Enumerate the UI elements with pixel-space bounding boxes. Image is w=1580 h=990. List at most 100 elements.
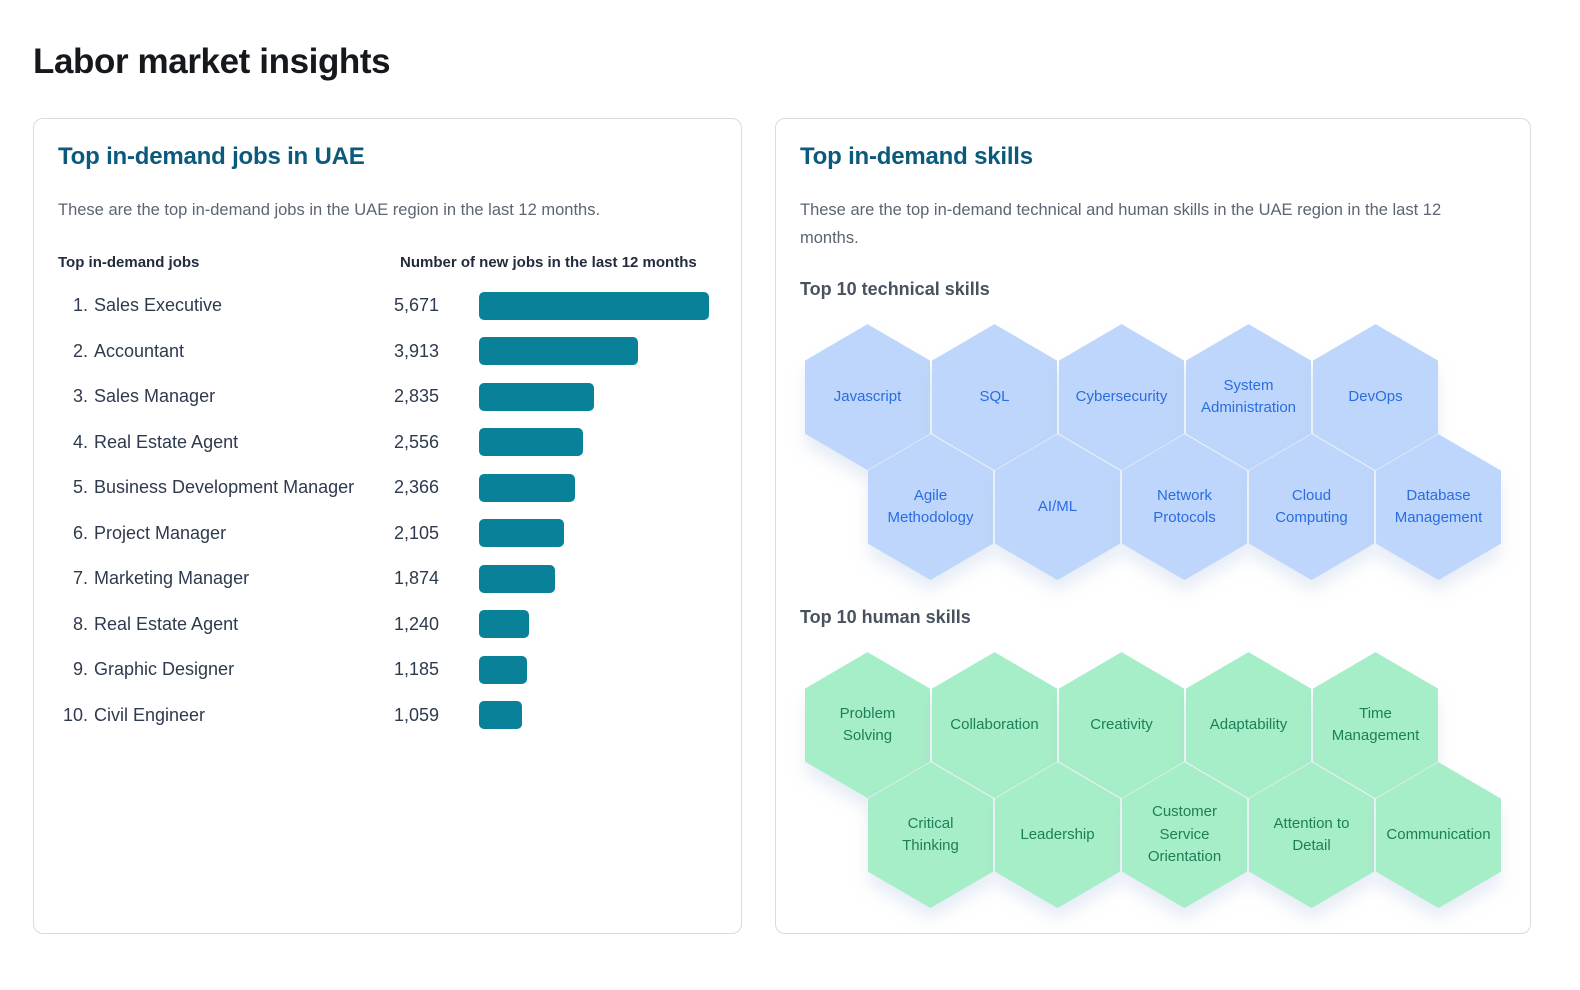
job-count: 2,105 (394, 522, 440, 543)
skill-hexagon: SQL (932, 324, 1057, 471)
cards-container: Top in-demand jobs in UAE These are the … (33, 118, 1547, 934)
jobs-list: 1. Sales Executive 5,671 2. Accountant 3… (58, 283, 717, 738)
human-skills-heading: Top 10 human skills (800, 607, 971, 628)
hexagon-shape: Leadership (995, 762, 1120, 909)
job-bar (479, 428, 583, 457)
job-row: 2. Accountant 3,913 (58, 329, 717, 375)
job-bar (479, 655, 527, 684)
skills-card: Top in-demand skills These are the top i… (775, 118, 1531, 934)
job-title: Sales Manager (94, 386, 216, 407)
hexagon-shape: Critical Thinking (868, 762, 993, 909)
hexagon-shape: Database Management (1376, 434, 1501, 581)
hexagon-shape: Communication (1376, 762, 1501, 909)
job-row: 4. Real Estate Agent 2,556 (58, 420, 717, 466)
skill-hexagon: Database Management (1376, 434, 1501, 581)
job-title: Real Estate Agent (94, 613, 239, 634)
skill-hexagon: Collaboration (932, 652, 1057, 799)
jobs-card-title: Top in-demand jobs in UAE (58, 143, 365, 170)
hexagon-shape: DevOps (1313, 324, 1438, 471)
job-bar (479, 610, 529, 639)
job-title: Sales Executive (94, 295, 223, 316)
skills-card-title: Top in-demand skills (800, 143, 1033, 170)
job-bar (479, 701, 522, 730)
job-count: 1,059 (394, 704, 440, 725)
job-bar (479, 473, 575, 502)
skill-hexagon: Javascript (805, 324, 930, 471)
hexagon-shape: Creativity (1059, 652, 1184, 799)
skill-hexagon: Adaptability (1186, 652, 1311, 799)
job-bar (479, 519, 564, 548)
job-rank: 1. (72, 295, 88, 316)
job-rank: 9. (72, 659, 88, 680)
jobs-card: Top in-demand jobs in UAE These are the … (33, 118, 742, 934)
page-title: Labor market insights (33, 42, 391, 81)
hexagon-shape: Agile Methodology (868, 434, 993, 581)
job-title: Business Development Manager (94, 477, 355, 498)
hex-row-top: Problem Solving Collaboration Creativity… (805, 652, 1506, 799)
skill-hexagon: Network Protocols (1122, 434, 1247, 581)
hex-row-top: Javascript SQL Cybersecurity System Admi… (805, 324, 1506, 471)
job-row: 1. Sales Executive 5,671 (58, 283, 717, 329)
hexagon-shape: Cybersecurity (1059, 324, 1184, 471)
jobs-table-header: Top in-demand jobs Number of new jobs in… (58, 254, 717, 271)
skill-hexagon: System Administration (1186, 324, 1311, 471)
skill-hexagon: Agile Methodology (868, 434, 993, 581)
job-count: 2,366 (394, 477, 440, 498)
skill-hexagon: Customer Service Orientation (1122, 762, 1247, 909)
job-bar (479, 291, 709, 320)
job-count: 3,913 (394, 340, 440, 361)
skill-label: Critical Thinking (902, 814, 959, 855)
job-count: 2,556 (394, 431, 440, 452)
skill-label: Creativity (1090, 715, 1153, 733)
job-bar (479, 337, 638, 366)
skill-label: Collaboration (950, 715, 1039, 733)
skill-label: SQL (979, 387, 1010, 405)
job-count: 1,240 (394, 613, 440, 634)
skill-label: DevOps (1348, 387, 1403, 405)
skill-label: Javascript (833, 387, 902, 405)
skill-label: Network Protocols (1153, 486, 1216, 527)
skill-hexagon: Attention to Detail (1249, 762, 1374, 909)
job-count: 1,874 (394, 568, 440, 589)
job-rank: 10. (62, 704, 88, 725)
job-row: 10. Civil Engineer 1,059 (58, 693, 717, 739)
jobs-column-header: Top in-demand jobs (58, 254, 200, 272)
job-bar (479, 382, 594, 411)
job-count: 1,185 (394, 659, 440, 680)
job-row: 6. Project Manager 2,105 (58, 511, 717, 557)
job-rank: 7. (72, 568, 88, 589)
skill-label: Problem Solving (839, 704, 896, 745)
skill-label: Time Management (1331, 704, 1420, 745)
job-bar (479, 564, 555, 593)
hex-row-bottom: Critical Thinking Leadership Customer Se… (868, 762, 1506, 909)
skill-hexagon: Critical Thinking (868, 762, 993, 909)
hexagon-shape: Attention to Detail (1249, 762, 1374, 909)
hexagon-shape: Adaptability (1186, 652, 1311, 799)
jobs-card-subtitle: These are the top in-demand jobs in the … (58, 201, 601, 219)
labor-market-insights-page: Labor market insights Top in-demand jobs… (33, 42, 1547, 934)
skill-hexagon: Cloud Computing (1249, 434, 1374, 581)
job-row: 3. Sales Manager 2,835 (58, 374, 717, 420)
job-row: 8. Real Estate Agent 1,240 (58, 602, 717, 648)
skill-label: Customer Service Orientation (1147, 803, 1222, 866)
skill-hexagon: DevOps (1313, 324, 1438, 471)
hexagon-shape: System Administration (1186, 324, 1311, 471)
skill-label: Adaptability (1209, 715, 1288, 733)
count-column-header: Number of new jobs in the last 12 months (400, 254, 697, 272)
skill-hexagon: Cybersecurity (1059, 324, 1184, 471)
skill-hexagon: Creativity (1059, 652, 1184, 799)
skill-hexagon: Time Management (1313, 652, 1438, 799)
skill-hexagon: Leadership (995, 762, 1120, 909)
job-rank: 6. (72, 522, 88, 543)
skill-label: Cloud Computing (1275, 486, 1348, 527)
skill-label: Agile Methodology (887, 486, 974, 527)
job-rank: 4. (72, 431, 88, 452)
human-skills-grid: Problem Solving Collaboration Creativity… (805, 652, 1506, 909)
job-title: Accountant (94, 340, 185, 361)
job-rank: 5. (72, 477, 88, 498)
hexagon-shape: Customer Service Orientation (1122, 762, 1247, 909)
job-rank: 3. (72, 386, 88, 407)
job-count: 2,835 (394, 386, 440, 407)
job-count: 5,671 (394, 295, 440, 316)
skill-hexagon: Communication (1376, 762, 1501, 909)
